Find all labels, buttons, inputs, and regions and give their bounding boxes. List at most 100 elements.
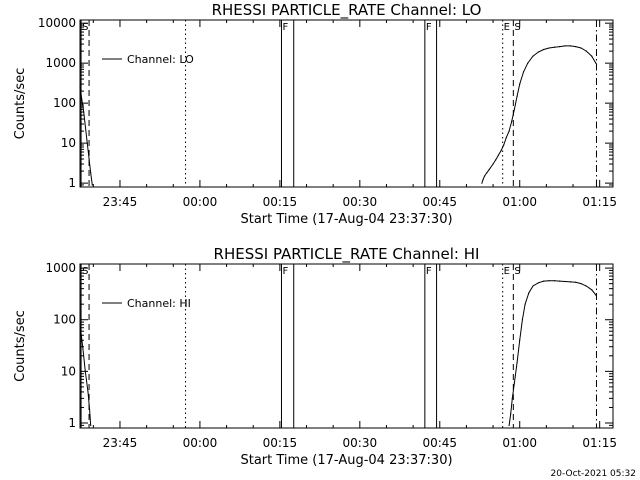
- data-point: [500, 150, 502, 152]
- x-tick-label: 00:45: [422, 195, 457, 209]
- data-point: [591, 55, 593, 57]
- timestamp: 20-Oct-2021 05:32: [551, 469, 636, 479]
- event-marker-label: E: [504, 266, 510, 277]
- y-tick-label: 1000: [45, 261, 76, 275]
- data-point: [564, 280, 566, 283]
- event-marker-label: F: [282, 266, 288, 277]
- x-tick-label: 00:00: [183, 195, 218, 209]
- chart-panel-hi: RHESSI PARTICLE_RATE Channel: HI Start Ti…: [13, 245, 617, 468]
- legend-label: Channel: LO: [127, 53, 194, 66]
- data-point: [559, 280, 561, 282]
- plot-frame: [79, 19, 614, 188]
- data-point: [91, 184, 93, 186]
- x-tick-label: 01:15: [582, 436, 617, 450]
- series-line: [79, 280, 597, 426]
- data-point: [503, 144, 505, 146]
- y-tick-label: 10: [61, 364, 76, 378]
- y-tick-label: 100: [53, 313, 76, 327]
- data-point: [79, 86, 81, 88]
- data-point: [528, 292, 530, 294]
- data-point: [585, 285, 587, 287]
- event-marker-label: E: [504, 22, 510, 33]
- data-point: [553, 46, 556, 48]
- x-tick-label: 00:45: [422, 436, 457, 450]
- y-tick-label: 1: [68, 176, 76, 190]
- event-marker-label: S: [514, 22, 520, 33]
- legend-label: Channel: HI: [127, 297, 191, 310]
- data-point: [559, 46, 561, 48]
- data-point: [591, 289, 593, 291]
- y-tick-label: 1: [68, 416, 76, 430]
- plot-frame: [79, 263, 614, 429]
- data-point: [486, 172, 488, 174]
- event-marker-label: S: [514, 266, 520, 277]
- data-point: [488, 168, 490, 170]
- x-tick-label: 00:15: [263, 436, 298, 450]
- data-point: [87, 391, 89, 393]
- data-point: [543, 280, 545, 282]
- data-point: [511, 120, 513, 122]
- data-point: [86, 139, 88, 141]
- data-point: [543, 48, 545, 51]
- data-point: [575, 46, 577, 48]
- data-point: [521, 319, 524, 321]
- y-tick-label: 10: [61, 136, 76, 150]
- data-point: [89, 409, 91, 411]
- event-marker-label: S: [82, 266, 88, 277]
- data-point: [548, 47, 550, 49]
- data-point: [519, 339, 521, 341]
- data-point: [483, 175, 486, 177]
- data-point: [516, 361, 518, 363]
- data-point: [505, 136, 507, 138]
- data-point: [83, 111, 85, 113]
- data-point: [532, 55, 534, 57]
- data-point: [482, 179, 484, 181]
- data-point: [492, 163, 494, 165]
- data-point: [90, 172, 92, 174]
- data-point: [564, 45, 566, 47]
- data-point: [513, 382, 516, 384]
- x-tick-label: 00:00: [183, 436, 218, 450]
- data-point: [553, 280, 556, 282]
- data-point: [595, 62, 597, 64]
- data-point: [84, 370, 86, 372]
- x-tick-label: 00:15: [263, 195, 298, 209]
- x-tick-label: 23:45: [103, 195, 138, 209]
- x-tick-label: 01:00: [502, 195, 537, 209]
- data-point: [537, 282, 540, 284]
- data-point: [527, 62, 529, 64]
- data-point: [511, 397, 513, 399]
- data-point: [481, 182, 483, 184]
- data-point: [516, 95, 518, 97]
- data-point: [495, 159, 497, 161]
- data-point: [513, 108, 516, 110]
- y-axis-label: Counts/sec: [13, 68, 28, 140]
- data-point: [575, 281, 577, 283]
- x-tick-label: 00:30: [343, 195, 378, 209]
- data-point: [585, 50, 587, 52]
- data-point: [510, 413, 512, 415]
- data-point: [548, 280, 550, 282]
- x-tick-label: 23:45: [103, 436, 138, 450]
- data-point: [580, 47, 582, 49]
- data-point: [90, 424, 92, 426]
- data-point: [508, 424, 510, 426]
- data-point: [522, 71, 525, 73]
- data-point: [82, 346, 84, 348]
- y-tick-label: 1000: [45, 56, 76, 70]
- data-point: [508, 130, 510, 132]
- x-axis-label: Start Time (17-Aug-04 23:37:30): [240, 212, 452, 227]
- y-tick-label: 100: [53, 96, 76, 110]
- event-marker-label: F: [426, 22, 432, 33]
- data-point: [532, 285, 534, 287]
- data-point: [595, 294, 597, 296]
- chart-title: RHESSI PARTICLE_RATE Channel: HI: [214, 245, 480, 264]
- series-line: [79, 45, 597, 186]
- event-marker-label: S: [82, 22, 88, 33]
- data-point: [569, 281, 572, 283]
- x-axis-label: Start Time (17-Aug-04 23:37:30): [240, 453, 452, 468]
- x-tick-label: 00:30: [343, 436, 378, 450]
- event-marker-label: F: [426, 266, 432, 277]
- event-marker-label: F: [282, 22, 288, 33]
